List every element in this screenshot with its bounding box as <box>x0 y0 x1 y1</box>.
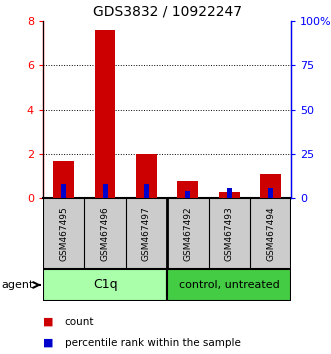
Text: GSM467494: GSM467494 <box>266 206 275 261</box>
Bar <box>167 269 291 301</box>
Title: GDS3832 / 10922247: GDS3832 / 10922247 <box>93 5 242 19</box>
Text: control, untreated: control, untreated <box>179 280 280 290</box>
Text: GSM467497: GSM467497 <box>142 206 151 261</box>
Bar <box>227 188 232 198</box>
Bar <box>53 161 74 198</box>
Bar <box>95 30 116 198</box>
Text: agent: agent <box>2 280 34 290</box>
Bar <box>268 188 273 198</box>
Bar <box>219 192 240 198</box>
Text: count: count <box>65 317 94 327</box>
Text: GSM467495: GSM467495 <box>59 206 68 261</box>
Text: GSM467493: GSM467493 <box>225 206 234 261</box>
Bar <box>136 154 157 198</box>
Text: percentile rank within the sample: percentile rank within the sample <box>65 338 240 348</box>
Text: ■: ■ <box>43 338 54 348</box>
Bar <box>43 269 167 301</box>
Bar <box>61 184 66 198</box>
Bar <box>185 191 190 198</box>
Bar <box>177 181 198 198</box>
Bar <box>144 184 149 198</box>
Text: ■: ■ <box>43 317 54 327</box>
Text: GSM467496: GSM467496 <box>101 206 110 261</box>
Bar <box>260 174 281 198</box>
Bar <box>103 184 108 198</box>
Text: GSM467492: GSM467492 <box>183 206 192 261</box>
Text: C1q: C1q <box>93 279 118 291</box>
